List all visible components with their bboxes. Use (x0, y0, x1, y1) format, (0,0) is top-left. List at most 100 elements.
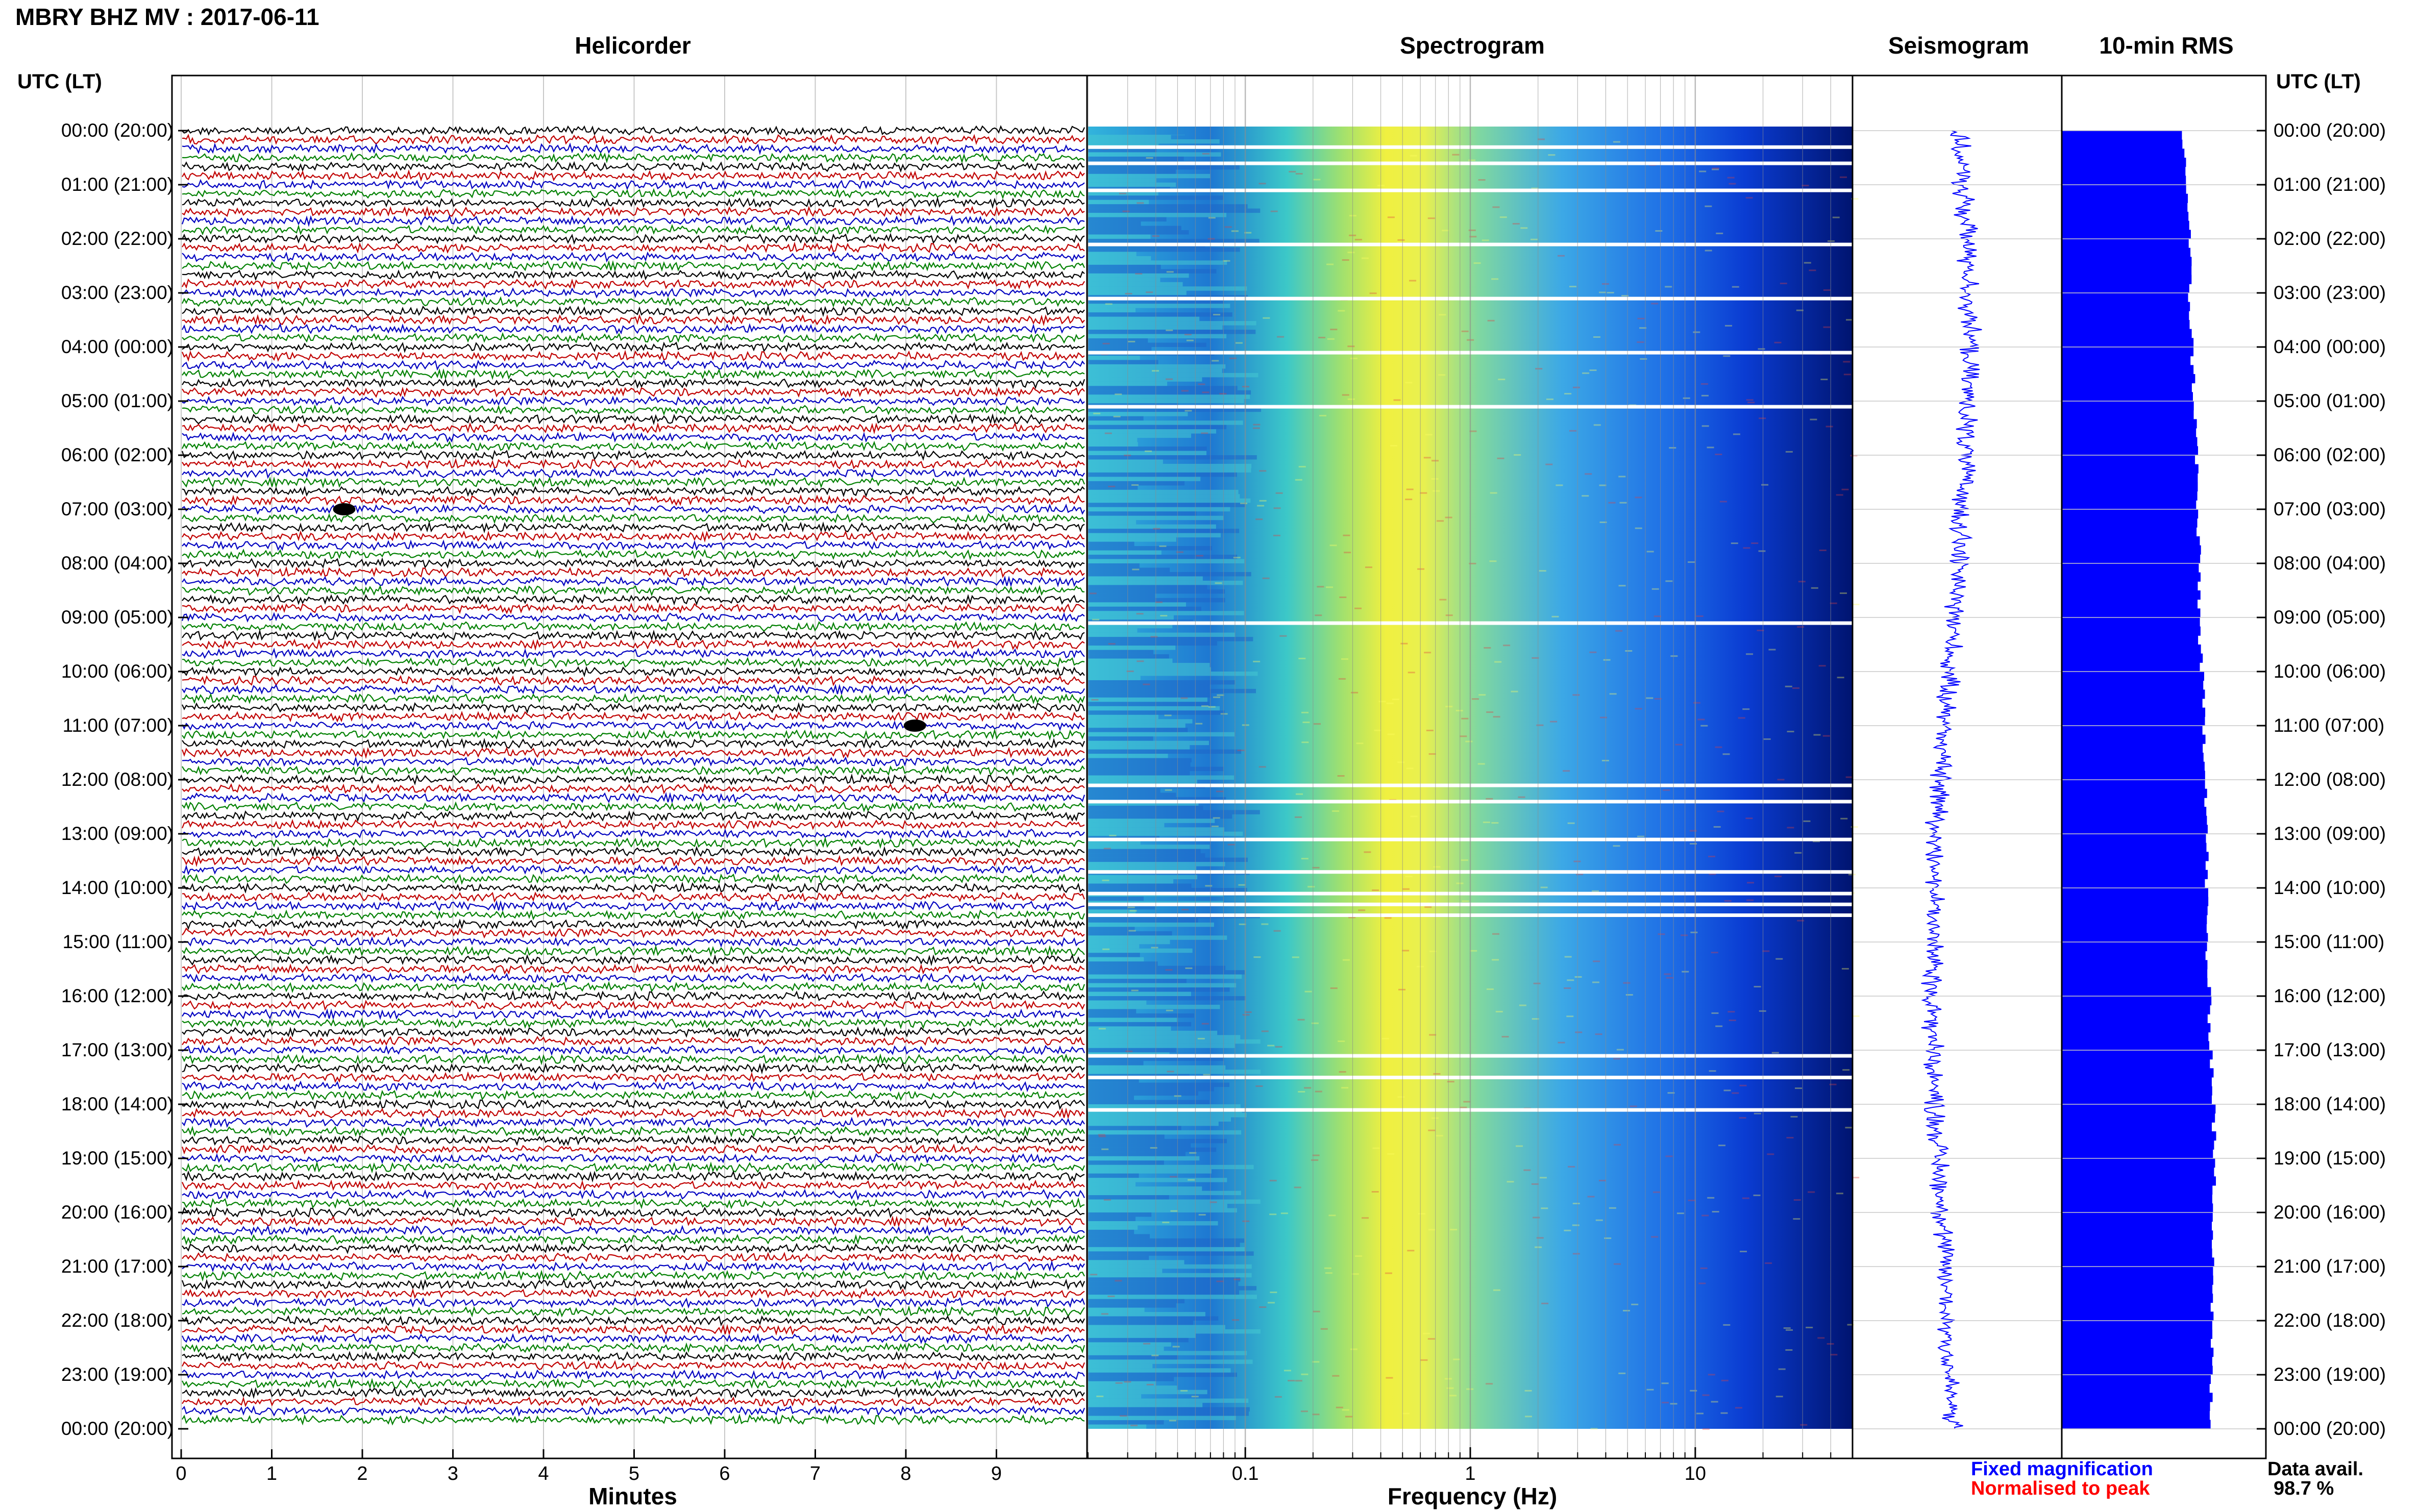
spectrogram-speckle (1442, 230, 1449, 232)
spectrogram-speckle (1300, 1410, 1308, 1412)
spectrogram-speckle (1342, 394, 1349, 396)
spectrogram-stripe (1088, 667, 1211, 672)
spectrogram-stripe (1088, 1351, 1247, 1355)
spectrogram-speckle (1840, 817, 1848, 820)
chart-title: MBRY BHZ MV : 2017-06-11 (15, 4, 319, 30)
spectrogram-speckle (1125, 292, 1132, 294)
helicorder-trace (182, 125, 1085, 137)
spectrogram-speckle (1690, 1390, 1697, 1392)
helicorder-trace (182, 891, 1085, 903)
rms-bar (2062, 1248, 2212, 1258)
spectrogram-speckle (1768, 649, 1776, 651)
spectrogram-speckle (1701, 1214, 1709, 1217)
spectrogram-speckle (1237, 750, 1245, 752)
helicorder-trace (182, 594, 1085, 606)
helicorder-trace (182, 1396, 1085, 1407)
spectrogram-speckle (1213, 817, 1220, 819)
spectrogram-speckle (1439, 599, 1447, 601)
spectrogram-speckle (1842, 1069, 1850, 1071)
rms-bar (2062, 1275, 2213, 1285)
helicorder-trace (182, 963, 1085, 975)
plot-frame (171, 75, 2267, 1459)
rms-bar (2062, 563, 2199, 573)
spectrogram-speckle (1569, 286, 1576, 288)
spectrogram-speckle (1693, 331, 1700, 333)
helicorder-trace (182, 756, 1085, 767)
spectrogram-stripe (1088, 754, 1168, 758)
spectrogram-speckle (1255, 518, 1263, 520)
spectrogram-speckle (1202, 391, 1210, 393)
spectrogram-speckle (1520, 227, 1528, 229)
helicorder-trace (182, 684, 1085, 696)
spectrogram-stripe (1088, 922, 1214, 927)
spectrogram-speckle (1089, 592, 1097, 594)
spectrogram-stripe (1088, 1134, 1165, 1139)
spectrogram-stripe (1088, 939, 1170, 945)
spectrogram-speckle (1738, 717, 1745, 719)
spectrogram-speckle (1279, 635, 1287, 637)
spectrogram-speckle (1759, 1010, 1766, 1012)
spectrogram-speckle (1259, 500, 1267, 502)
spectrogram-speckle (1625, 650, 1633, 652)
spectrogram-stripe (1088, 606, 1201, 611)
spectrogram-speckle (1501, 1036, 1509, 1038)
spectrogram-stripe (1088, 749, 1242, 754)
spectrogram-speckle (1540, 886, 1548, 888)
spectrogram-stripe (1088, 1316, 1219, 1321)
spectrogram-speckle (1137, 202, 1144, 204)
spectrogram-speckle (1637, 341, 1644, 343)
spectrogram-speckle (1492, 959, 1499, 961)
spectrogram-speckle (1348, 916, 1356, 919)
spectrogram-speckle (1767, 1153, 1774, 1155)
spectrogram-speckle (1709, 1070, 1716, 1072)
helicorder-trace (182, 675, 1085, 686)
helicorder-trace (182, 665, 1085, 678)
helicorder-trace (182, 873, 1085, 885)
spectrogram-stripe (1088, 1243, 1240, 1247)
rms-bar (2062, 815, 2207, 825)
spectrogram-speckle (1103, 1199, 1111, 1201)
spectrogram-speckle (1393, 399, 1401, 401)
spectrogram-title: Spectrogram (1400, 32, 1545, 59)
spectrogram-speckle (1595, 1219, 1603, 1221)
spectrogram-speckle (1297, 1019, 1305, 1021)
spectrogram-speckle (1646, 697, 1653, 699)
spectrogram-stripe (1088, 927, 1135, 931)
spectrogram-speckle (1107, 1295, 1115, 1297)
spectrogram-stripe (1088, 355, 1140, 360)
helicorder-trace (182, 828, 1085, 840)
time-label-left: 23:00 (19:00) (61, 1364, 174, 1385)
spectrogram-speckle (1217, 694, 1224, 696)
spectrogram-speckle (1795, 1087, 1803, 1089)
spectrogram-speckle (1424, 906, 1432, 908)
spectrogram-stripe (1088, 771, 1190, 776)
spectrogram-stripe (1088, 1160, 1164, 1165)
spectrogram-speckle (1386, 1377, 1393, 1379)
minute-tick-label: 0 (176, 1463, 186, 1484)
helicorder-trace (182, 142, 1085, 155)
spectrogram-speckle (1198, 1214, 1206, 1216)
spectrogram-speckle (1582, 372, 1590, 374)
spectrogram-speckle (1452, 154, 1460, 156)
rms-bar (2062, 1356, 2212, 1366)
spectrogram-speckle (1846, 319, 1854, 321)
spectrogram-speckle (1717, 810, 1724, 812)
spectrogram-speckle (1558, 1042, 1565, 1044)
spectrogram-speckle (1436, 1135, 1443, 1137)
rms-bar (2062, 1230, 2213, 1240)
spectrogram-stripe (1088, 1281, 1239, 1286)
spectrogram-speckle (1743, 547, 1750, 549)
spectrogram-stripe (1088, 572, 1251, 577)
spectrogram-speckle (1240, 502, 1248, 504)
rms-bar (2062, 680, 2204, 690)
spectrogram-speckle (1758, 550, 1766, 552)
spectrogram-stripe (1088, 147, 1157, 153)
minute-tick-label: 4 (538, 1463, 549, 1484)
spectrogram-speckle (1662, 1402, 1669, 1404)
rms-bar (2062, 392, 2193, 402)
helicorder-trace (182, 576, 1085, 588)
spectrogram-speckle (1774, 341, 1782, 343)
spectrogram-stripe (1088, 290, 1187, 295)
rms-bar (2062, 446, 2199, 456)
rms-bar (2062, 239, 2189, 249)
